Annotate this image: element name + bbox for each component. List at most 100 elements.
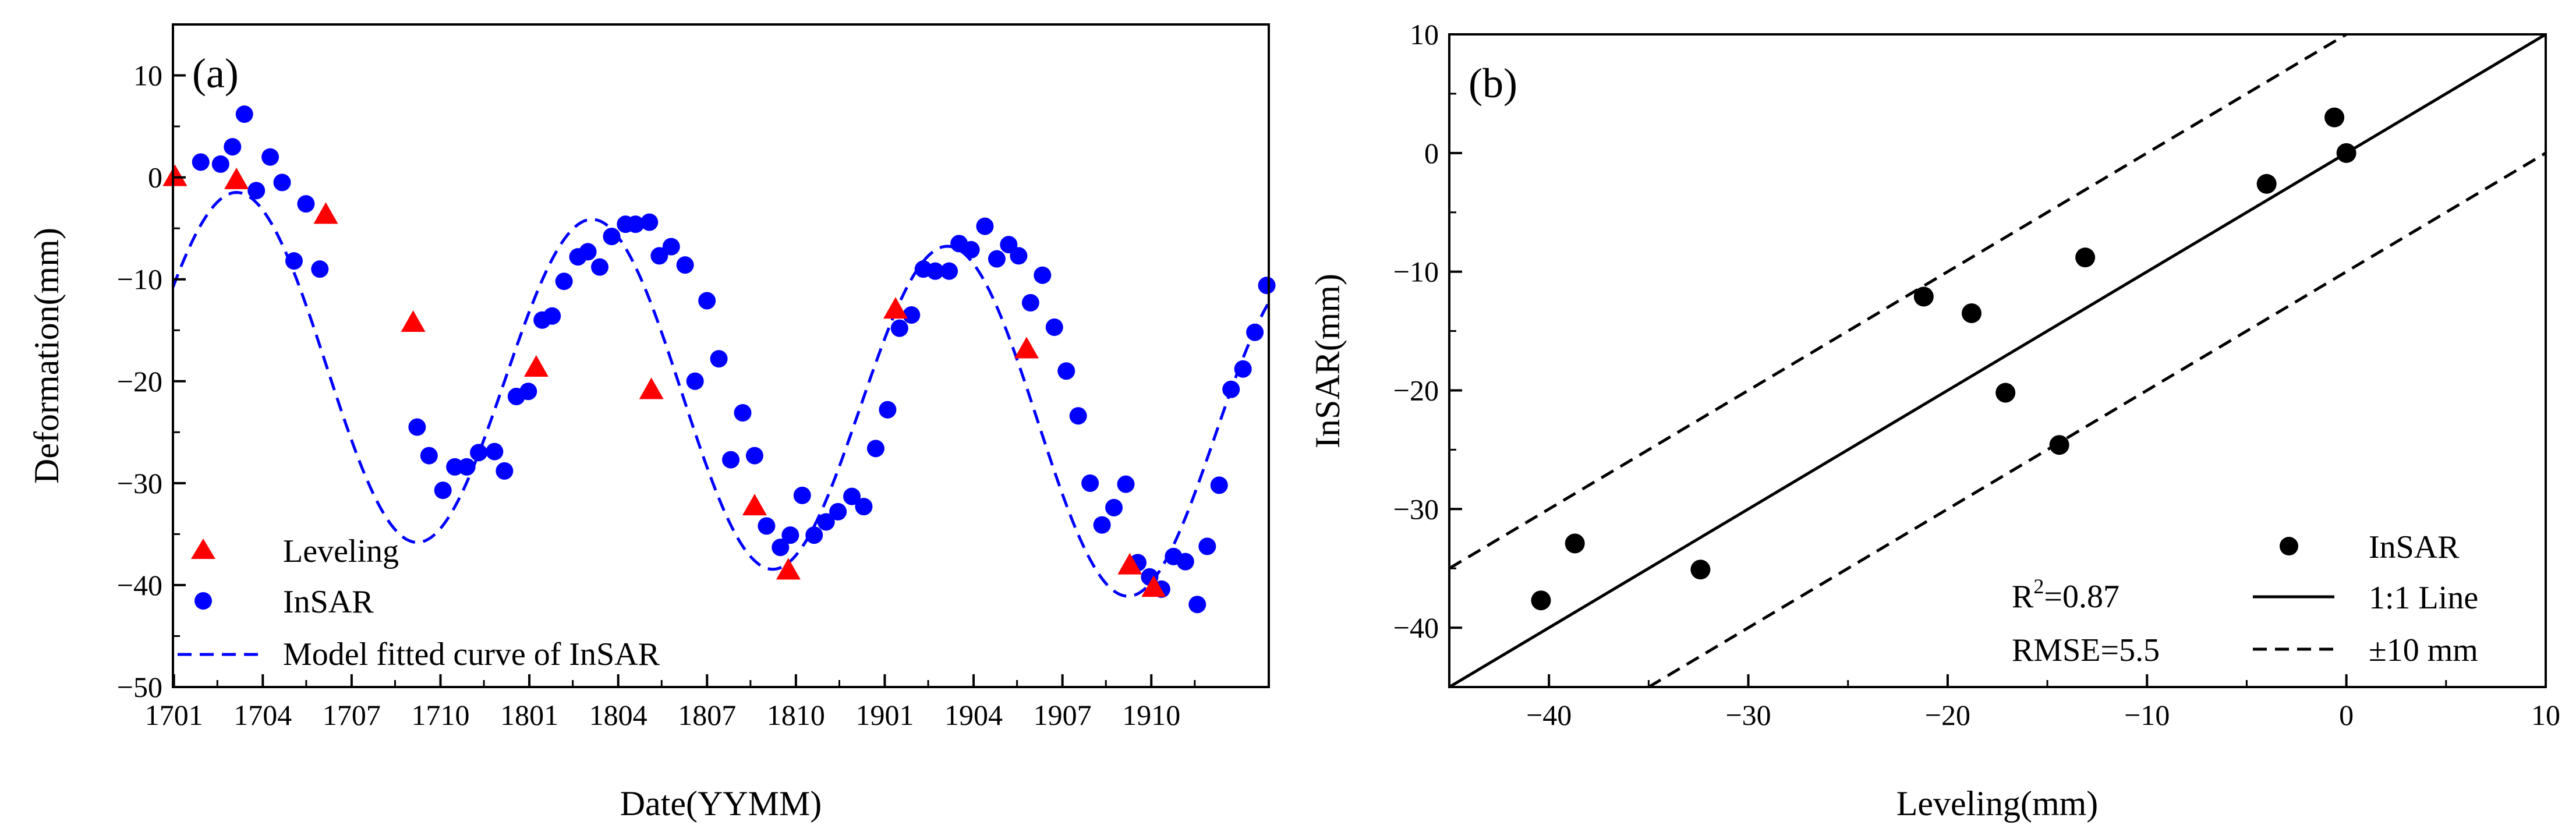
insar-point [976,217,994,235]
leveling-point [883,297,908,319]
one-to-one-line [1448,33,2547,689]
panel-b-frame [1448,33,2547,688]
insar-point [1034,266,1052,284]
panel-b-x-tick-label: −40 [1526,699,1572,731]
insar-point [496,462,514,480]
insar-vs-leveling-point [1913,286,1934,307]
leveling-point [523,355,549,377]
insar-point [470,444,488,462]
panel-b-plot-area [1448,33,2547,689]
insar-vs-leveling-point [2336,143,2356,163]
legend-leveling-marker [191,539,215,559]
panel-b-x-tick-label: −30 [1725,699,1771,731]
leveling-point [1117,553,1142,575]
insar-point [603,228,621,246]
panel-a-x-tick-label: 1907 [1034,699,1092,731]
rmse-label: RMSE=5.5 [2012,632,2160,668]
panel-b-x-tick-label: −20 [1925,699,1970,731]
panel-a-y-tick-label: −20 [117,365,162,398]
leveling-point [742,494,767,516]
insar-point [1069,407,1087,425]
panel-a-x-tick-label: 1710 [411,699,469,731]
insar-point [698,292,716,310]
panel-a-y-axis-title: Deformation(mm) [27,228,66,484]
fitted-curve-line [171,190,1271,598]
insar-point [1246,323,1264,341]
insar-point [420,447,438,465]
panel-b-x-ticks: −40 −30 −20 −10 0 10 [1448,674,2560,731]
insar-point [579,243,597,261]
insar-point [235,105,253,123]
insar-vs-leveling-point [2049,435,2069,455]
panel-a-x-tick-label: 1701 [145,699,203,731]
insar-vs-leveling-point [2075,247,2096,268]
insar-point [805,526,823,544]
insar-point [273,174,291,192]
panel-a-y-tick-label: 10 [133,59,162,92]
insar-point [676,256,694,274]
insar-point [926,262,944,280]
legend-b-insar-label: InSAR [2369,529,2460,565]
insar-point [434,482,452,500]
insar-vs-leveling-point [1961,303,1981,323]
panel-a-y-ticks: 10 0 −10 −20 −30 −40 −50 [117,59,186,703]
panel-b-y-ticks: 10 0 −10 −20 −30 −40 [1393,18,1462,688]
leveling-point [1014,337,1039,359]
panel-a-x-tick-label: 1910 [1122,699,1180,731]
panel-b-y-tick-label: −10 [1393,256,1439,288]
insar-point [686,372,704,390]
insar-point [1105,498,1123,516]
insar-point [772,539,790,557]
panel-b-x-tick-label: 0 [2339,699,2354,731]
insar-point [890,319,908,337]
leveling-point [776,558,801,580]
panel-a-x-ticks: 1701 1704 1707 1710 1801 1804 1807 1810 1901 1904… [145,674,1196,731]
legend-b-line-label: 1:1 Line [2369,580,2478,616]
legend-fit-label: Model fitted curve of InSAR [283,636,660,672]
legend-b-band-label: ±10 mm [2369,632,2478,668]
insar-point [408,418,426,436]
insar-point [311,260,329,278]
legend-leveling-label: Leveling [283,533,399,569]
panel-b-x-tick-label: −10 [2124,699,2170,731]
panel-a-x-tick-label: 1801 [500,699,558,731]
panel-a-label: (a) [192,50,239,97]
legend-insar-label: InSAR [283,584,374,620]
upper-bound-line [1448,33,2347,570]
insar-point [641,213,659,231]
panel-b-legend: InSAR 1:1 Line ±10 mm [2253,529,2478,668]
insar-point [843,487,861,505]
lower-bound-line [1648,151,2547,689]
insar-point [458,458,476,476]
insar-point [745,447,763,465]
insar-point [1081,474,1099,492]
insar-point [710,350,728,368]
insar-point [758,517,776,535]
panel-b-x-tick-label: 10 [2531,699,2560,731]
panel-b-y-axis-title: InSAR(mm) [1308,274,1347,448]
insar-point [543,307,561,325]
insar-point [1198,537,1216,555]
panel-b-label: (b) [1469,60,1517,107]
insar-point [817,513,835,531]
insar-point [962,240,980,259]
insar-point [1222,380,1240,398]
panel-a-x-tick-label: 1901 [855,699,914,731]
panel-b-y-tick-label: 10 [1410,18,1439,51]
insar-point [722,451,740,469]
insar-point [855,498,873,516]
panel-b: (b) −40 −30 −20 −10 0 10 10 0 −10 −20 −30 −40 Leve… [1308,18,2560,823]
panel-b-y-tick-label: −20 [1393,374,1439,406]
insar-point [627,215,645,233]
insar-point [1176,553,1194,571]
panel-a-y-tick-label: −50 [117,671,162,703]
insar-point [1210,476,1228,494]
insar-point [662,238,680,256]
leveling-point [224,167,249,189]
insar-point [866,440,884,458]
leveling-point [162,164,187,186]
panel-a-legend: Leveling InSAR Model fitted curve of InS… [178,533,660,672]
insar-point [555,272,573,291]
insar-point [940,262,958,280]
